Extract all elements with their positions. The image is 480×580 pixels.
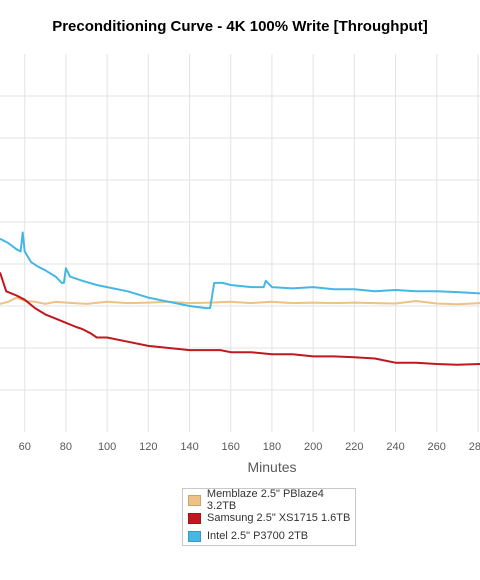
x-tick-labels: 60 80 100 120 140 160 180 200 220 240 260 280 — [19, 441, 480, 453]
series-lines — [0, 231, 480, 366]
legend: Memblaze 2.5" PBlaze4 3.2TB Samsung 2.5" … — [182, 488, 356, 546]
x-tick-label: 280 — [469, 441, 480, 453]
series-line-0 — [0, 296, 480, 306]
series-line-1 — [0, 272, 480, 366]
legend-item: Intel 2.5" P3700 2TB — [188, 527, 355, 545]
x-tick-label: 80 — [60, 441, 72, 453]
plot-area — [0, 54, 480, 432]
legend-label: Samsung 2.5" XS1715 1.6TB — [207, 512, 351, 524]
x-tick-label: 220 — [345, 441, 363, 453]
x-tick-label: 160 — [222, 441, 240, 453]
legend-swatch — [188, 494, 201, 506]
grid-lines — [0, 54, 480, 432]
x-tick-label: 200 — [304, 441, 322, 453]
x-tick-label: 100 — [98, 441, 116, 453]
series-line-2 — [0, 231, 480, 310]
x-axis-label: Minutes — [247, 459, 296, 475]
x-tick-label: 140 — [180, 441, 198, 453]
legend-label: Intel 2.5" P3700 2TB — [207, 530, 309, 542]
legend-item: Memblaze 2.5" PBlaze4 3.2TB — [188, 488, 355, 512]
chart-title: Preconditioning Curve - 4K 100% Write [T… — [52, 18, 428, 35]
legend-item: Samsung 2.5" XS1715 1.6TB — [188, 509, 355, 527]
legend-swatch — [188, 512, 201, 524]
legend-label: Memblaze 2.5" PBlaze4 3.2TB — [206, 488, 324, 512]
x-tick-label: 260 — [428, 441, 446, 453]
x-tick-label: 240 — [386, 441, 404, 453]
legend-swatch — [188, 530, 201, 542]
x-tick-label: 180 — [263, 441, 281, 453]
x-tick-label: 120 — [139, 441, 157, 453]
x-tick-label: 60 — [19, 441, 31, 453]
